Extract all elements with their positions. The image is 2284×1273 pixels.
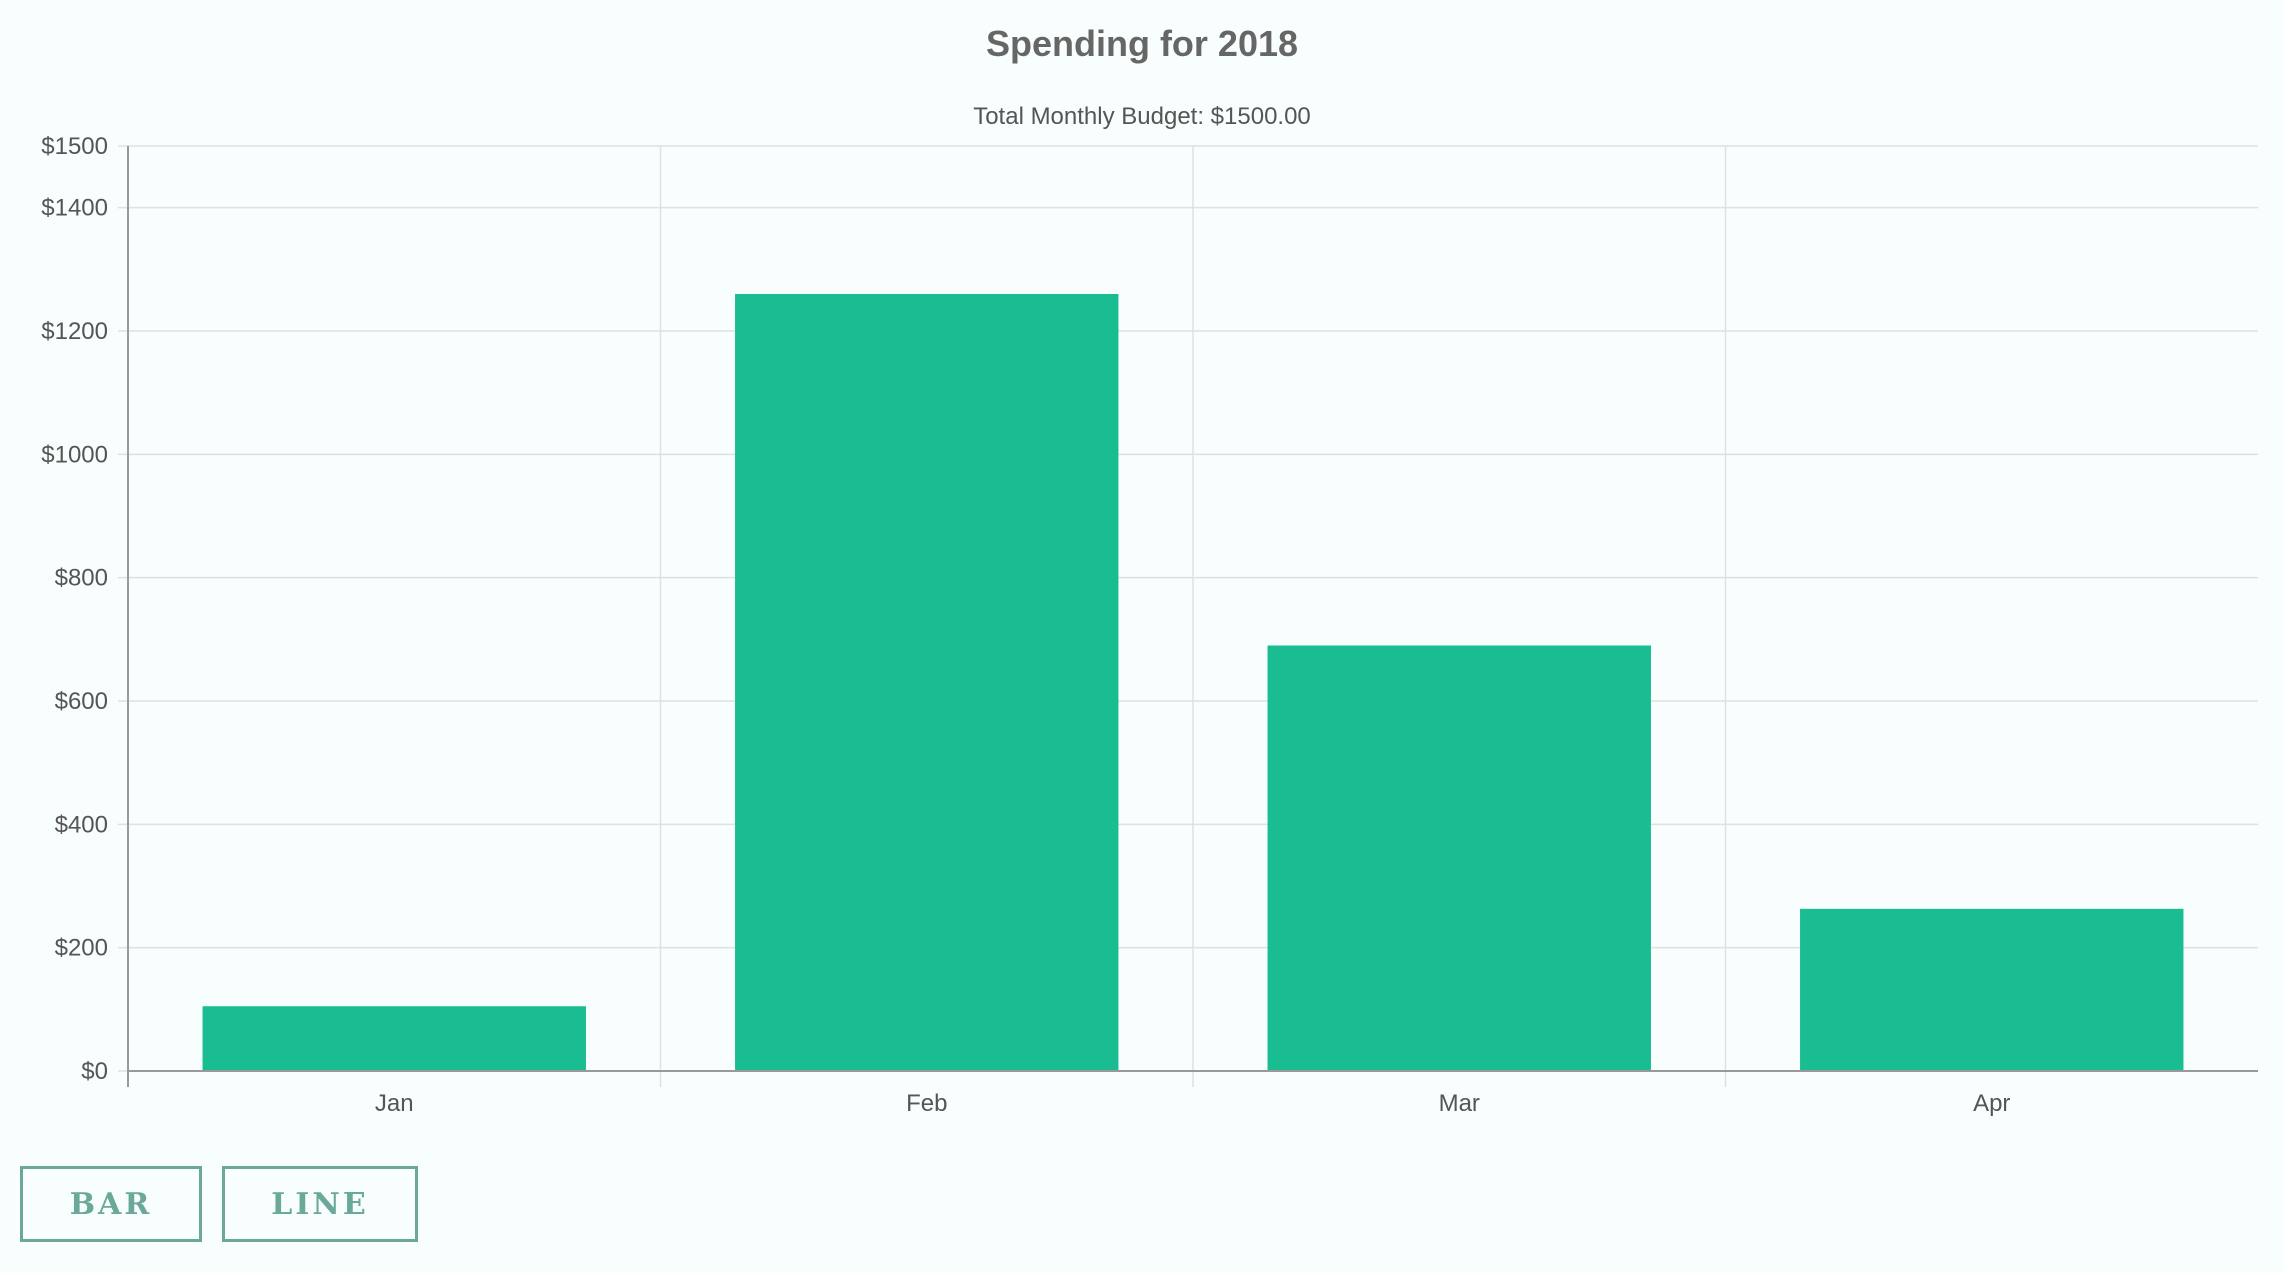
grid-lines (128, 145, 2258, 1087)
chart-subtitle: Total Monthly Budget: $1500.00 (973, 103, 1311, 130)
axes (118, 145, 2258, 1087)
bar-apr (1800, 908, 2184, 1071)
bar-feb (735, 294, 1119, 1071)
x-tick-label: Feb (906, 1090, 947, 1117)
chart-type-toggle: BAR LINE (20, 1166, 418, 1242)
tick-labels: $0 $200 $400 $600 $800 $1000 $1200 $1400 $1500 Ja… (41, 133, 2010, 1117)
bar-chart-button[interactable]: BAR (20, 1166, 202, 1242)
x-tick-label: Mar (1439, 1090, 1480, 1117)
bar-jan (202, 1006, 586, 1071)
x-tick-label: Jan (375, 1090, 414, 1117)
y-tick-label: $1200 (41, 318, 108, 345)
y-tick-label: $1000 (41, 441, 108, 468)
bar-mar (1267, 645, 1651, 1071)
y-tick-label: $1500 (41, 133, 108, 160)
y-tick-label: $0 (81, 1058, 108, 1085)
y-tick-label: $400 (55, 811, 108, 838)
y-tick-label: $1400 (41, 195, 108, 222)
bar-series (202, 294, 2184, 1071)
y-tick-label: $600 (55, 688, 108, 715)
chart-title: Spending for 2018 (986, 23, 1298, 64)
line-chart-button[interactable]: LINE (222, 1166, 418, 1242)
y-tick-label: $200 (55, 935, 108, 962)
y-tick-label: $800 (55, 565, 108, 592)
x-tick-label: Apr (1973, 1090, 2010, 1117)
